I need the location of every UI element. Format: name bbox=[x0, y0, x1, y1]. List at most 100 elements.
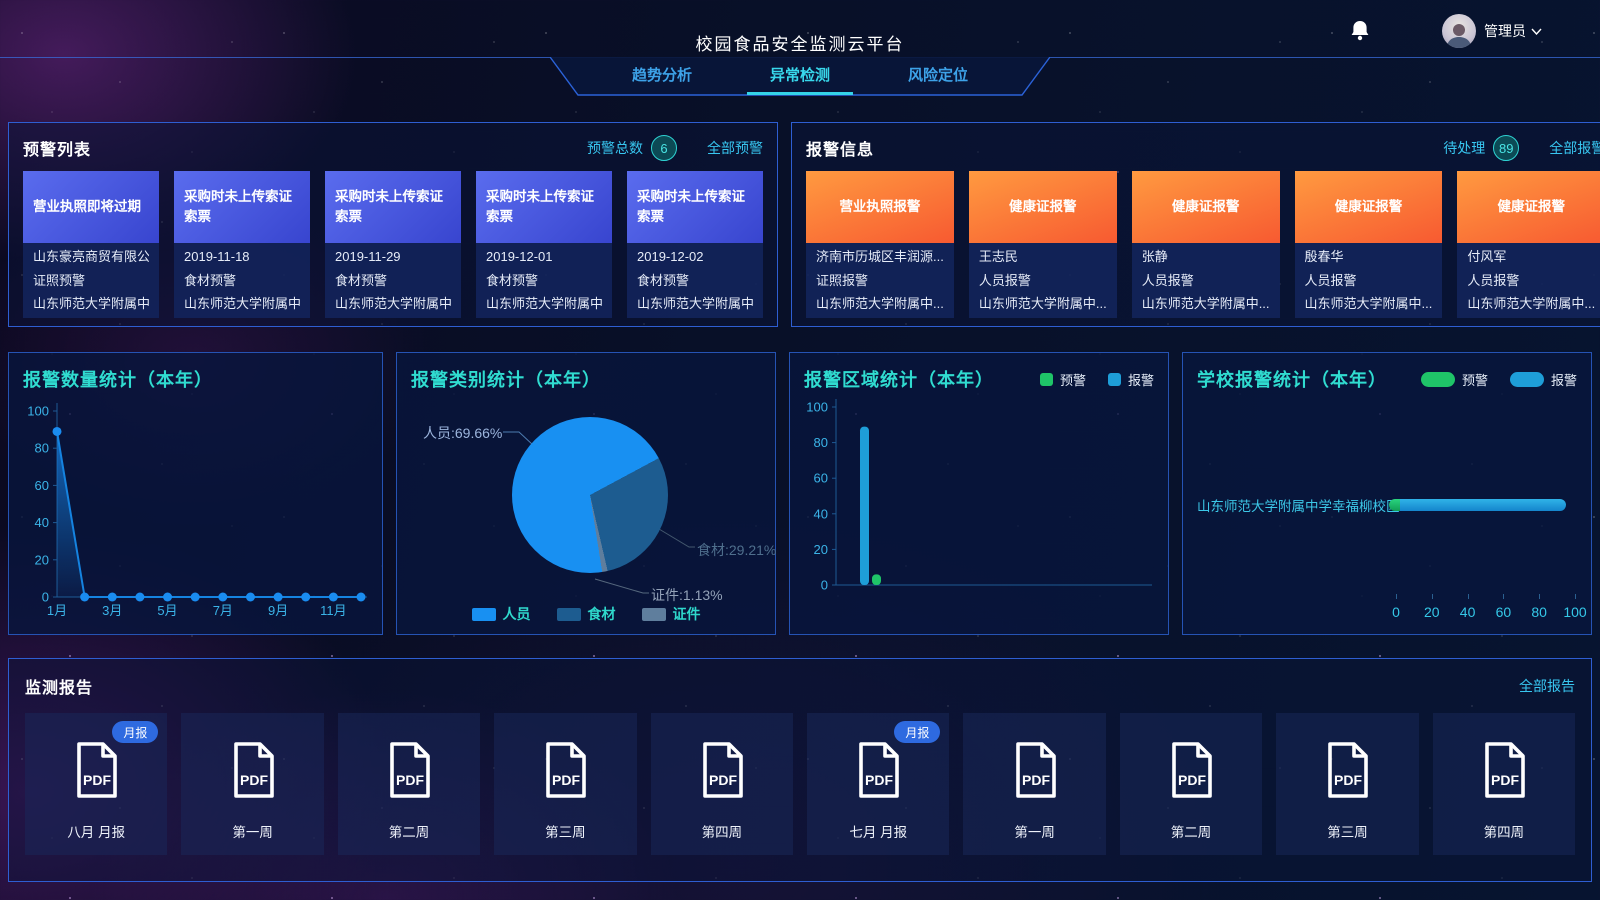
pie-legend-item[interactable]: 食材 bbox=[556, 604, 616, 624]
alert-card[interactable]: 采购时未上传索证索票 2019-12-02 食材预警 山东师范大学附属中... bbox=[627, 171, 763, 318]
alert-card-body: 王志民 人员报警 山东师范大学附属中... bbox=[968, 243, 1117, 318]
x-tick-label: 0 bbox=[1392, 604, 1400, 620]
alert-card-title: 采购时未上传索证索票 bbox=[174, 171, 310, 243]
report-label: 第四周 bbox=[701, 825, 743, 840]
alert-card-title: 采购时未上传索证索票 bbox=[627, 171, 763, 243]
pdf-icon: PDF bbox=[77, 742, 118, 798]
alert-card-body: 2019-12-01 食材预警 山东师范大学附属中... bbox=[476, 243, 612, 318]
alert-card-line3: 山东师范大学附属中... bbox=[1467, 296, 1596, 311]
alert-card-line1: 济南市历城区丰润源... bbox=[816, 249, 944, 264]
svg-text:3月: 3月 bbox=[102, 603, 122, 618]
report-label: 第三周 bbox=[545, 825, 586, 840]
stacked-bar bbox=[1389, 499, 1575, 511]
warning-card-list: 营业执照即将过期 山东豪亮商贸有限公司 证照预警 山东师范大学附属中... 采购… bbox=[23, 171, 763, 318]
alert-card[interactable]: 健康证报警 张静 人员报警 山东师范大学附属中... bbox=[1131, 171, 1280, 318]
legend-label: 食材 bbox=[587, 606, 616, 622]
alert-card[interactable]: 营业执照报警 济南市历城区丰润源... 证照报警 山东师范大学附属中... bbox=[806, 171, 954, 318]
x-tick-label: 40 bbox=[1459, 604, 1476, 620]
alert-card[interactable]: 健康证报警 王志民 人员报警 山东师范大学附属中... bbox=[968, 171, 1117, 318]
report-card[interactable]: PDF 第二周 bbox=[1119, 713, 1263, 855]
alarm-card-list: 营业执照报警 济南市历城区丰润源... 证照报警 山东师范大学附属中... 健康… bbox=[806, 171, 1600, 318]
pdf-icon: PDF bbox=[703, 742, 743, 798]
svg-text:0: 0 bbox=[42, 590, 49, 605]
username[interactable]: 管理员 bbox=[1484, 23, 1526, 39]
alert-card[interactable]: 采购时未上传索证索票 2019-11-18 食材预警 山东师范大学附属中... bbox=[174, 171, 310, 318]
alert-card-title: 健康证报警 bbox=[1131, 171, 1280, 243]
svg-text:PDF: PDF bbox=[1178, 772, 1206, 788]
legend-label: 报警 bbox=[1550, 372, 1577, 388]
legend-label: 证件 bbox=[672, 606, 701, 622]
svg-text:1月: 1月 bbox=[47, 603, 67, 618]
school-name-label: 山东师范大学附属中学幸福柳校区 bbox=[1197, 499, 1400, 514]
report-card-list: 月报 PDF 八月 月报 PDF 第一周 PDF 第二周 PDF bbox=[25, 713, 1576, 855]
warning-count-badge: 6 bbox=[651, 135, 677, 161]
report-card[interactable]: PDF 第三周 bbox=[494, 713, 637, 855]
alert-card[interactable]: 采购时未上传索证索票 2019-11-29 食材预警 山东师范大学附属中... bbox=[325, 171, 461, 318]
reports-panel: 监测报告 全部报告 月报 PDF 八月 月报 PDF 第一周 PDF 第二周 bbox=[8, 658, 1592, 882]
report-card[interactable]: PDF 第一周 bbox=[181, 713, 324, 855]
alert-card-line1: 2019-12-02 bbox=[637, 249, 704, 264]
chevron-down-icon[interactable] bbox=[1531, 28, 1542, 35]
all-warnings-link[interactable]: 全部预警 bbox=[707, 140, 763, 156]
notification-bell-icon[interactable] bbox=[1350, 20, 1370, 42]
legend-item[interactable]: 预警 bbox=[1420, 370, 1488, 389]
svg-text:7月: 7月 bbox=[213, 603, 233, 618]
legend-label: 人员 bbox=[502, 606, 531, 622]
report-card[interactable]: PDF 第四周 bbox=[1432, 713, 1576, 855]
legend-swatch bbox=[1107, 372, 1121, 386]
alert-card-title: 健康证报警 bbox=[968, 171, 1117, 243]
report-type-badge: 月报 bbox=[112, 721, 159, 743]
pdf-icon: PDF bbox=[1015, 742, 1056, 798]
report-label: 第四周 bbox=[1483, 825, 1525, 840]
all-reports-link[interactable]: 全部报告 bbox=[1519, 678, 1575, 694]
tab-bar: 趋势分析 异常检测 风险定位 bbox=[622, 64, 978, 85]
svg-text:PDF: PDF bbox=[396, 772, 424, 788]
avatar[interactable] bbox=[1442, 14, 1476, 48]
pdf-icon: PDF bbox=[546, 742, 587, 798]
report-card[interactable]: PDF 第一周 bbox=[963, 713, 1106, 855]
svg-text:PDF: PDF bbox=[240, 772, 268, 788]
warning-list-panel: 预警列表 预警总数 6 全部预警 营业执照即将过期 山东豪亮商贸有限公司 证照预… bbox=[8, 122, 778, 327]
report-card[interactable]: PDF 第四周 bbox=[650, 713, 794, 855]
alert-card[interactable]: 营业执照即将过期 山东豪亮商贸有限公司 证照预警 山东师范大学附属中... bbox=[23, 171, 159, 318]
alert-card-line2: 人员报警 bbox=[1141, 272, 1194, 288]
all-alarms-link[interactable]: 全部报警 bbox=[1549, 140, 1600, 156]
pie-chart bbox=[512, 417, 668, 573]
alert-card-body: 2019-11-29 食材预警 山东师范大学附属中... bbox=[325, 243, 461, 318]
alert-card[interactable]: 健康证报警 付风军 人员报警 山东师范大学附属中... bbox=[1457, 171, 1600, 318]
pdf-icon: PDF bbox=[1485, 742, 1525, 798]
tab-risk-location[interactable]: 风险定位 bbox=[908, 67, 969, 84]
alert-card-body: 付风军 人员报警 山东师范大学附属中... bbox=[1457, 243, 1600, 318]
tab-anomaly-detection[interactable]: 异常检测 bbox=[760, 64, 840, 85]
bar-chart: 0 20 40 60 80 100 bbox=[806, 399, 1152, 593]
report-card[interactable]: PDF 第二周 bbox=[337, 713, 481, 855]
alert-card[interactable]: 健康证报警 殷春华 人员报警 山东师范大学附属中... bbox=[1294, 171, 1443, 318]
warning-panel-title: 预警列表 bbox=[23, 142, 92, 159]
pie-legend-item[interactable]: 人员 bbox=[471, 604, 531, 624]
alert-card-line1: 殷春华 bbox=[1304, 249, 1344, 264]
alert-card-line1: 王志民 bbox=[978, 249, 1018, 264]
legend-item[interactable]: 预警 bbox=[1039, 370, 1086, 389]
alert-card-body: 济南市历城区丰润源... 证照报警 山东师范大学附属中... bbox=[806, 243, 954, 318]
alert-card-line3: 山东师范大学附属中... bbox=[637, 296, 753, 311]
pdf-icon: PDF bbox=[859, 742, 900, 798]
svg-text:5月: 5月 bbox=[157, 603, 177, 618]
report-card[interactable]: PDF 第三周 bbox=[1276, 713, 1419, 855]
alert-card-line3: 山东师范大学附属中... bbox=[184, 296, 300, 311]
alert-card-line3: 山东师范大学附属中... bbox=[335, 296, 451, 311]
legend-item[interactable]: 报警 bbox=[1509, 370, 1577, 389]
alert-card[interactable]: 采购时未上传索证索票 2019-12-01 食材预警 山东师范大学附属中... bbox=[476, 171, 612, 318]
legend-item[interactable]: 报警 bbox=[1107, 370, 1154, 389]
alert-card-line2: 食材预警 bbox=[486, 272, 539, 288]
pie-legend-item[interactable]: 证件 bbox=[641, 604, 701, 624]
pdf-icon: PDF bbox=[1328, 742, 1369, 798]
svg-text:20: 20 bbox=[35, 552, 49, 567]
svg-text:11月: 11月 bbox=[320, 603, 347, 618]
alert-card-line1: 2019-11-18 bbox=[184, 249, 250, 264]
alert-card-line3: 山东师范大学附属中... bbox=[1304, 296, 1433, 311]
report-card[interactable]: 月报 PDF 七月 月报 bbox=[807, 713, 950, 855]
report-card[interactable]: 月报 PDF 八月 月报 bbox=[25, 713, 168, 855]
school-bar-chart: 山东师范大学附属中学幸福柳校区 0 20 40 60 80 100 bbox=[1197, 395, 1587, 624]
tab-trend-analysis[interactable]: 趋势分析 bbox=[631, 67, 692, 84]
alert-card-title: 营业执照报警 bbox=[806, 171, 954, 243]
